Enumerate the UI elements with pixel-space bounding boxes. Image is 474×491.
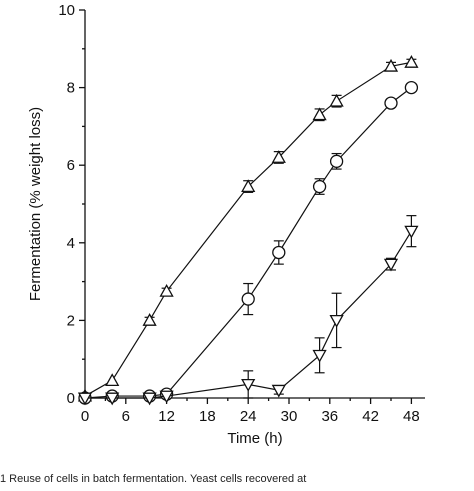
chart-series	[77, 55, 419, 406]
data-point-triangle-down	[329, 314, 344, 328]
x-tick-label: 24	[240, 408, 257, 425]
x-axis-label: Time (h)	[227, 430, 282, 447]
data-point-triangle-down	[312, 349, 327, 363]
data-point-triangle-down	[77, 392, 93, 406]
data-point-triangle-up	[329, 93, 344, 107]
data-point-triangle-down	[271, 384, 286, 398]
data-point-triangle-down	[159, 390, 174, 404]
y-tick-label: 4	[67, 235, 75, 252]
x-tick-label: 36	[321, 408, 338, 425]
x-tick-label: 18	[199, 408, 216, 425]
x-tick-label: 0	[81, 408, 89, 425]
x-tick-label: 12	[158, 408, 175, 425]
series-circle	[78, 80, 419, 405]
data-point-circle	[241, 292, 255, 306]
data-point-triangle-up	[241, 179, 256, 192]
series-triangle-up	[77, 55, 419, 402]
figure-caption: 1 Reuse of cells in batch fermentation. …	[0, 473, 307, 485]
data-point-triangle-up	[105, 373, 120, 386]
chart-axes	[84, 10, 425, 399]
data-point-triangle-up	[383, 58, 399, 72]
data-point-triangle-down	[383, 258, 399, 272]
y-tick-label: 6	[67, 157, 75, 174]
data-point-circle	[404, 80, 419, 95]
x-tick-label: 48	[403, 408, 420, 425]
y-tick-label: 10	[58, 2, 75, 19]
data-point-circle	[272, 245, 286, 260]
y-tick-label: 2	[67, 312, 75, 329]
y-tick-label: 0	[67, 390, 75, 407]
data-point-triangle-up	[159, 283, 174, 297]
series-line	[84, 61, 412, 397]
y-axis-label: Fermentation (% weight loss)	[27, 107, 44, 301]
series-line	[85, 230, 412, 399]
data-point-triangle-up	[142, 313, 157, 326]
x-tick-label: 6	[122, 408, 130, 425]
data-point-triangle-down	[105, 392, 120, 406]
data-point-circle	[312, 179, 327, 194]
data-point-triangle-down	[241, 378, 256, 392]
data-point-circle	[384, 96, 398, 110]
data-point-triangle-up	[271, 150, 286, 163]
data-point-triangle-down	[142, 392, 157, 406]
series-triangle-down	[77, 215, 419, 406]
x-tick-label: 30	[281, 408, 298, 425]
series-line	[84, 87, 412, 399]
y-tick-label: 8	[67, 80, 75, 97]
data-point-triangle-up	[312, 107, 327, 121]
data-point-triangle-up	[404, 55, 419, 68]
x-tick-label: 42	[362, 408, 379, 425]
data-point-circle	[329, 154, 344, 168]
data-point-triangle-down	[404, 225, 419, 239]
